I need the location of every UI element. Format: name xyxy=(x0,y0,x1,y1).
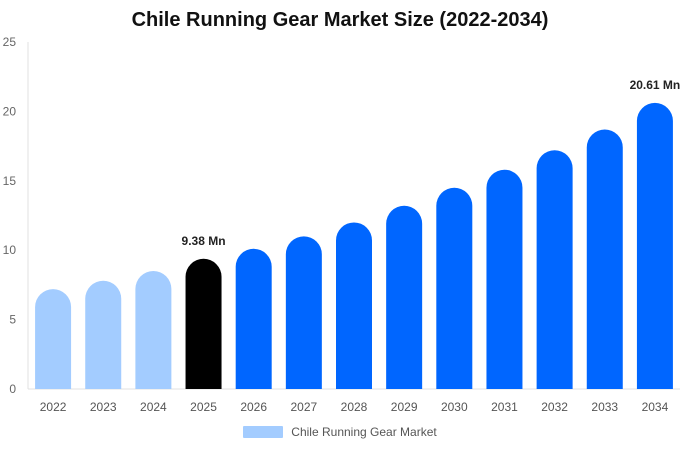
y-tick-label: 10 xyxy=(3,243,17,257)
bars-group xyxy=(35,102,673,389)
data-label: 9.38 Mn xyxy=(182,234,226,248)
bar-2032 xyxy=(536,150,573,389)
bar-2023 xyxy=(85,280,122,389)
x-tick-label: 2032 xyxy=(541,400,568,414)
y-tick-label: 5 xyxy=(9,313,16,327)
bar-2022 xyxy=(35,289,72,389)
x-tick-label: 2033 xyxy=(591,400,618,414)
x-axis-ticks: 2022 2023 2024 2025 2026 2027 2028 2029 2030 2031… xyxy=(40,400,669,414)
bar-2033 xyxy=(586,129,623,389)
y-tick-label: 0 xyxy=(9,382,16,396)
legend-swatch xyxy=(243,426,284,438)
bar-2024 xyxy=(135,271,172,389)
x-tick-label: 2023 xyxy=(90,400,117,414)
x-tick-label: 2022 xyxy=(40,400,67,414)
bar-2026 xyxy=(235,248,272,389)
data-labels: 9.38 Mn 20.61 Mn xyxy=(182,78,680,248)
y-tick-label: 20 xyxy=(3,104,17,118)
bar-2027 xyxy=(285,236,322,389)
data-label: 20.61 Mn xyxy=(630,78,680,92)
x-tick-label: 2024 xyxy=(140,400,167,414)
x-tick-label: 2030 xyxy=(441,400,468,414)
chart-title: Chile Running Gear Market Size (2022-203… xyxy=(131,9,549,31)
x-tick-label: 2034 xyxy=(642,400,669,414)
legend-label: Chile Running Gear Market xyxy=(291,425,437,439)
x-tick-label: 2031 xyxy=(491,400,518,414)
x-tick-label: 2025 xyxy=(190,400,217,414)
x-tick-label: 2028 xyxy=(341,400,368,414)
bar-2025 xyxy=(185,258,222,389)
bar-2034 xyxy=(636,102,673,389)
x-tick-label: 2026 xyxy=(240,400,267,414)
y-tick-label: 15 xyxy=(3,174,17,188)
y-tick-label: 25 xyxy=(3,35,17,49)
bar-2028 xyxy=(336,222,372,389)
x-tick-label: 2029 xyxy=(391,400,418,414)
x-tick-label: 2027 xyxy=(290,400,317,414)
y-axis-ticks: 0 5 10 15 20 25 xyxy=(3,35,17,396)
legend: Chile Running Gear Market xyxy=(0,425,680,439)
bar-2030 xyxy=(436,187,473,389)
bar-2029 xyxy=(386,205,423,389)
bar-2031 xyxy=(486,169,523,389)
